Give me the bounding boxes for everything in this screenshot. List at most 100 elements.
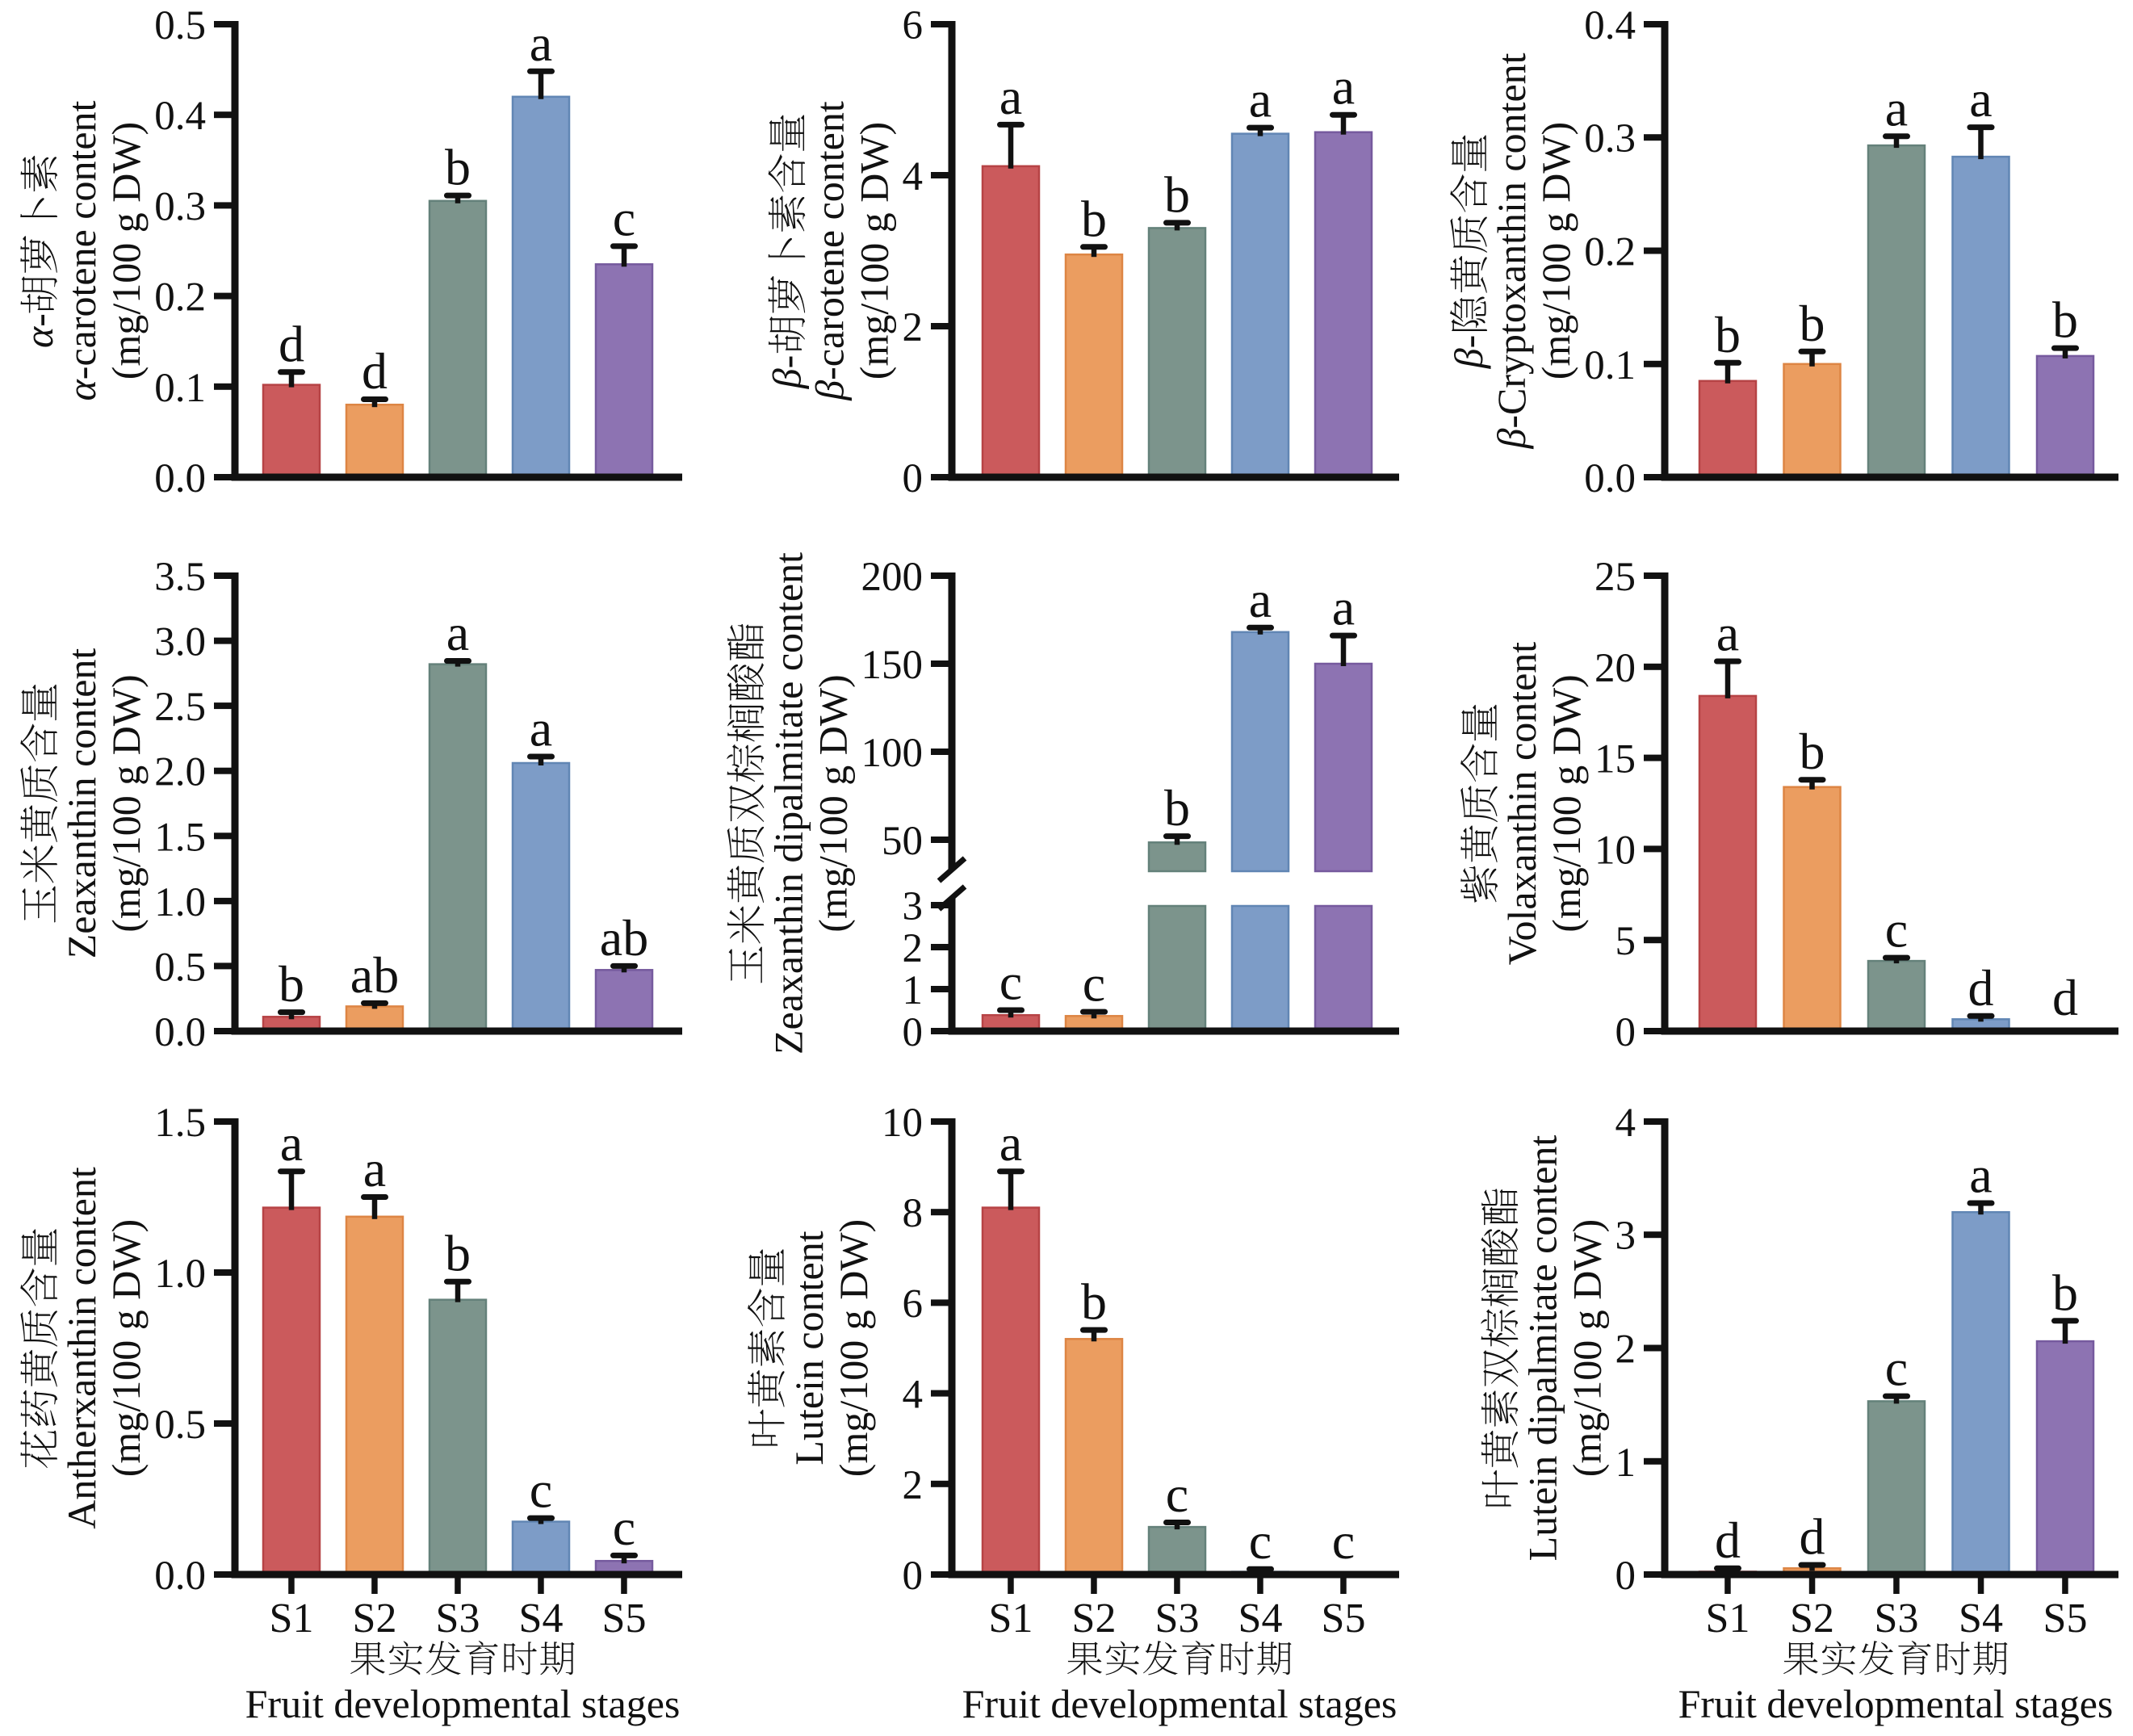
svg-text:d: d — [1968, 959, 1994, 1017]
svg-text:1.0: 1.0 — [154, 1252, 206, 1297]
svg-text:5: 5 — [1615, 919, 1636, 964]
svg-text:c: c — [613, 1499, 635, 1556]
svg-text:a: a — [999, 68, 1022, 125]
svg-text:0.0: 0.0 — [154, 456, 206, 501]
svg-text:100: 100 — [861, 731, 924, 776]
svg-text:1: 1 — [903, 968, 924, 1013]
svg-text:Zeaxanthin dipalmitate content: Zeaxanthin dipalmitate content — [766, 552, 811, 1055]
svg-text:200: 200 — [861, 555, 924, 600]
svg-text:b: b — [1164, 166, 1190, 223]
svg-text:S3: S3 — [1155, 1596, 1200, 1642]
svg-text:0.0: 0.0 — [1584, 456, 1636, 501]
svg-text:ab: ab — [350, 946, 399, 1004]
svg-text:3.0: 3.0 — [154, 620, 206, 665]
svg-text:0.4: 0.4 — [154, 94, 206, 139]
svg-text:3: 3 — [1615, 1214, 1636, 1259]
svg-text:(mg/100 g DW): (mg/100 g DW) — [1533, 122, 1578, 379]
svg-text:0: 0 — [903, 1554, 924, 1599]
svg-text:c: c — [1083, 955, 1105, 1013]
svg-text:10: 10 — [1595, 828, 1636, 873]
svg-text:a: a — [1249, 71, 1272, 128]
svg-text:S5: S5 — [1322, 1596, 1366, 1642]
svg-text:(mg/100 g DW): (mg/100 g DW) — [1565, 1219, 1610, 1477]
svg-text:c: c — [1885, 1340, 1908, 1397]
svg-text:4: 4 — [903, 1373, 924, 1418]
svg-text:S4: S4 — [519, 1596, 564, 1642]
svg-text:0.2: 0.2 — [1584, 230, 1636, 275]
svg-text:d: d — [1800, 1508, 1825, 1566]
svg-text:0.1: 0.1 — [1584, 343, 1636, 388]
svg-text:a: a — [1332, 579, 1355, 636]
svg-text:d: d — [2052, 969, 2078, 1026]
svg-text:25: 25 — [1595, 555, 1636, 600]
svg-text:(mg/100 g DW): (mg/100 g DW) — [831, 1219, 876, 1477]
svg-text:a: a — [1885, 79, 1908, 136]
svg-text:c: c — [530, 1461, 552, 1519]
svg-text:6: 6 — [903, 1281, 924, 1327]
svg-text:S3: S3 — [1875, 1596, 1919, 1642]
svg-text:b: b — [1715, 306, 1741, 363]
svg-text:0.5: 0.5 — [154, 1403, 206, 1448]
svg-text:1.0: 1.0 — [154, 880, 206, 925]
svg-text:(mg/100 g DW): (mg/100 g DW) — [103, 674, 149, 932]
svg-text:0.5: 0.5 — [154, 945, 206, 990]
svg-text:S4: S4 — [1238, 1596, 1283, 1642]
svg-text:b: b — [2052, 1264, 2078, 1321]
svg-text:a: a — [999, 1114, 1022, 1172]
svg-text:b: b — [445, 139, 471, 196]
svg-text:Fruit developmental stages: Fruit developmental stages — [962, 1681, 1398, 1726]
svg-text:a: a — [1969, 1147, 1992, 1204]
svg-text:10: 10 — [882, 1101, 923, 1146]
svg-text:Fruit developmental stages: Fruit developmental stages — [1678, 1681, 2114, 1726]
svg-text:b: b — [1800, 723, 1825, 780]
svg-text:2: 2 — [1615, 1327, 1636, 1373]
svg-text:a: a — [446, 604, 469, 661]
svg-text:4: 4 — [1615, 1101, 1636, 1146]
svg-text:a: a — [1969, 70, 1992, 128]
svg-text:c: c — [613, 189, 635, 246]
svg-text:b: b — [1081, 1273, 1107, 1331]
svg-text:S1: S1 — [989, 1596, 1033, 1642]
svg-text:S3: S3 — [436, 1596, 480, 1642]
svg-text:b: b — [2052, 291, 2078, 349]
svg-text:0.2: 0.2 — [154, 275, 206, 321]
svg-text:2: 2 — [903, 1463, 924, 1508]
svg-text:d: d — [1715, 1512, 1741, 1569]
svg-text:a: a — [363, 1140, 386, 1197]
svg-text:Fruit developmental stages: Fruit developmental stages — [245, 1681, 681, 1726]
svg-text:β-: β- — [765, 355, 810, 390]
svg-text:b: b — [445, 1225, 471, 1282]
svg-text:2: 2 — [903, 926, 924, 971]
svg-text:0.5: 0.5 — [154, 3, 206, 48]
svg-text:1: 1 — [1615, 1440, 1636, 1486]
svg-text:a: a — [1332, 58, 1355, 115]
svg-text:c: c — [1885, 901, 1908, 958]
svg-text:c: c — [1332, 1512, 1355, 1570]
svg-text:S1: S1 — [270, 1596, 314, 1642]
svg-text:4: 4 — [903, 154, 924, 199]
svg-text:1.5: 1.5 — [154, 815, 206, 860]
svg-text:a: a — [1249, 571, 1272, 628]
svg-text:b: b — [1081, 190, 1107, 247]
svg-text:150: 150 — [861, 643, 924, 688]
svg-text:b: b — [1800, 295, 1825, 352]
svg-text:2.5: 2.5 — [154, 685, 206, 730]
svg-text:a: a — [530, 15, 552, 72]
svg-text:(mg/100 g DW): (mg/100 g DW) — [103, 122, 149, 379]
svg-text:d: d — [279, 315, 304, 372]
svg-text:(mg/100 g DW): (mg/100 g DW) — [852, 122, 897, 379]
svg-text:0: 0 — [1615, 1554, 1636, 1599]
svg-text:S2: S2 — [1072, 1596, 1117, 1642]
svg-text:6: 6 — [903, 3, 924, 48]
svg-text:0.0: 0.0 — [154, 1554, 206, 1599]
svg-text:(mg/100 g DW): (mg/100 g DW) — [811, 674, 856, 932]
svg-text:0.1: 0.1 — [154, 366, 206, 411]
svg-text:8: 8 — [903, 1191, 924, 1236]
svg-text:15: 15 — [1595, 737, 1636, 782]
svg-text:2: 2 — [903, 305, 924, 350]
svg-text:S1: S1 — [1706, 1596, 1750, 1642]
svg-text:d: d — [362, 342, 388, 400]
svg-text:0: 0 — [903, 1010, 924, 1055]
svg-text:0: 0 — [903, 456, 924, 501]
svg-text:S2: S2 — [1790, 1596, 1834, 1642]
